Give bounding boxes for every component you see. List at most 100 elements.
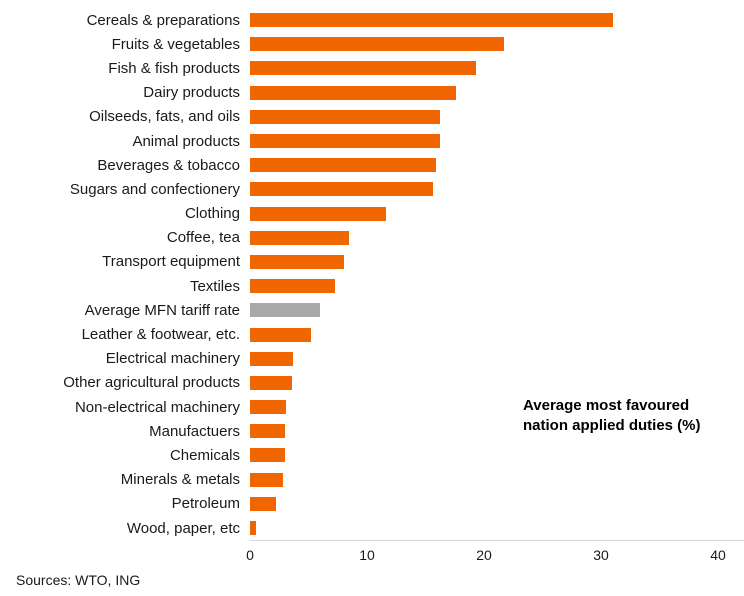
- bar-track: [250, 468, 744, 492]
- bar-row: Oilseeds, fats, and oils: [0, 105, 744, 129]
- category-label: Wood, paper, etc: [126, 519, 240, 537]
- bar-track: [250, 202, 744, 226]
- bar-row: Petroleum: [0, 492, 744, 516]
- x-tick-label: 40: [710, 547, 726, 564]
- bar-track: [250, 443, 744, 467]
- x-tick-label: 0: [246, 547, 254, 564]
- category-label: Dairy products: [143, 84, 240, 102]
- bar-row: Clothing: [0, 202, 744, 226]
- bar-track: [250, 8, 744, 32]
- bar-track: [250, 105, 744, 129]
- bar-row: Average MFN tariff rate: [0, 298, 744, 322]
- bar: [250, 182, 433, 197]
- category-label: Textiles: [189, 277, 240, 295]
- category-label: Other agricultural products: [63, 374, 240, 392]
- category-label: Coffee, tea: [166, 229, 240, 247]
- bar-row: Fish & fish products: [0, 56, 744, 80]
- x-tick-label: 10: [359, 547, 375, 564]
- bar-track: [250, 153, 744, 177]
- bar-row: Wood, paper, etc: [0, 516, 744, 540]
- category-label: Oilseeds, fats, and oils: [89, 108, 240, 126]
- source-text: Sources: WTO, ING: [16, 572, 141, 588]
- category-label: Fruits & vegetables: [111, 35, 240, 53]
- bar-row: Textiles: [0, 274, 744, 298]
- bar-track: [250, 129, 744, 153]
- bar-row: Beverages & tobacco: [0, 153, 744, 177]
- category-label: Animal products: [132, 132, 240, 150]
- bar-track: [250, 322, 744, 346]
- category-label: Average MFN tariff rate: [84, 301, 240, 319]
- bar-track: [250, 395, 744, 419]
- bar-row: Animal products: [0, 129, 744, 153]
- bar-track: [250, 81, 744, 105]
- category-label: Clothing: [184, 205, 240, 223]
- bar-track: [250, 419, 744, 443]
- bar-row: Sugars and confectionery: [0, 177, 744, 201]
- bar-track: [250, 347, 744, 371]
- category-label: Chemicals: [169, 446, 240, 464]
- category-label: Non-electrical machinery: [74, 398, 240, 416]
- bar-row: Chemicals: [0, 443, 744, 467]
- bar: [250, 13, 613, 28]
- bar-track: [250, 177, 744, 201]
- category-label: Leather & footwear, etc.: [81, 326, 240, 344]
- bar-row: Leather & footwear, etc.: [0, 322, 744, 346]
- bar: [250, 230, 350, 245]
- category-label: Sugars and confectionery: [69, 180, 240, 198]
- category-label: Manufactuers: [149, 422, 240, 440]
- annotation-line-2: nation applied duties (%): [523, 417, 701, 435]
- bar-row: Cereals & preparations: [0, 8, 744, 32]
- bar: [250, 400, 287, 415]
- bar-row: Fruits & vegetables: [0, 32, 744, 56]
- bar-row: Other agricultural products: [0, 371, 744, 395]
- bar: [250, 109, 440, 124]
- category-label: Beverages & tobacco: [97, 156, 240, 174]
- bar: [250, 254, 344, 269]
- category-label: Fish & fish products: [108, 59, 240, 77]
- bar-track: [250, 298, 744, 322]
- x-tick-label: 20: [476, 547, 492, 564]
- bar: [250, 134, 440, 149]
- bar-row: Dairy products: [0, 81, 744, 105]
- bar: [250, 61, 476, 76]
- bar-track: [250, 250, 744, 274]
- annotation-line-1: Average most favoured: [523, 397, 690, 414]
- bar-track: [250, 516, 744, 540]
- bar-track: [250, 274, 744, 298]
- bar-row: Electrical machinery: [0, 347, 744, 371]
- x-tick-label: 30: [593, 547, 609, 564]
- category-label: Minerals & metals: [120, 471, 240, 489]
- bar: [250, 351, 294, 366]
- bar: [250, 424, 286, 439]
- bar-track: [250, 492, 744, 516]
- x-axis: 0 10 20 30 40: [246, 540, 744, 567]
- bar-track: [250, 32, 744, 56]
- bar-row: Coffee, tea: [0, 226, 744, 250]
- bar-track: [250, 56, 744, 80]
- category-label: Electrical machinery: [105, 350, 240, 368]
- bar: [250, 472, 283, 487]
- bar: [250, 521, 256, 536]
- category-label: Petroleum: [171, 495, 240, 513]
- bar-row: Non-electrical machinery: [0, 395, 744, 419]
- bar-track: [250, 371, 744, 395]
- bar: [250, 279, 336, 294]
- bar: [250, 327, 311, 342]
- category-label: Cereals & preparations: [86, 11, 240, 29]
- chart-annotation: Average most favoured nation applied dut…: [523, 396, 701, 437]
- bar: [250, 158, 437, 173]
- bar-rows: Cereals & preparations Fruits & vegetable…: [0, 8, 744, 540]
- bar: [250, 303, 321, 318]
- plot-area: Cereals & preparations Fruits & vegetable…: [0, 8, 744, 567]
- bar: [250, 206, 386, 221]
- bar: [250, 375, 293, 390]
- bar: [250, 85, 456, 100]
- category-label: Transport equipment: [102, 253, 240, 271]
- bar-row: Transport equipment: [0, 250, 744, 274]
- bar: [250, 448, 286, 463]
- bar-track: [250, 226, 744, 250]
- bar: [250, 496, 276, 511]
- bar: [250, 37, 504, 52]
- bar-row: Manufactuers: [0, 419, 744, 443]
